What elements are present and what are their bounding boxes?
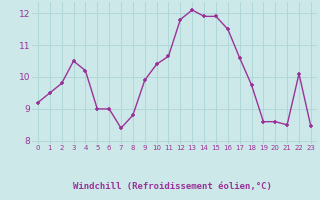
Text: Windchill (Refroidissement éolien,°C): Windchill (Refroidissement éolien,°C) bbox=[73, 182, 272, 192]
